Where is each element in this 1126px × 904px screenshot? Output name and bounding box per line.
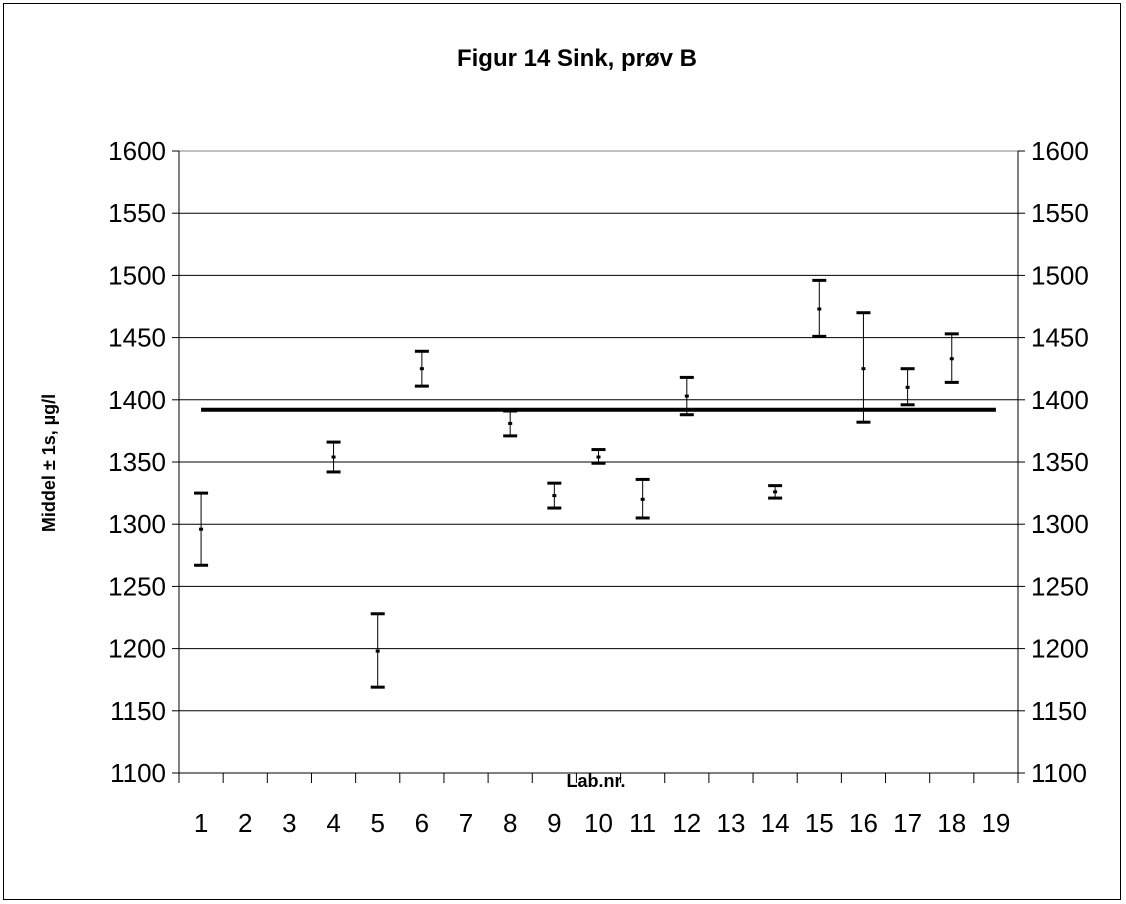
x-tick-labels: 1 2 3 4 5 6 7 8 9 10 11 12 13 14 15 16 17 18 19 — [194, 808, 1011, 838]
error-bar — [812, 278, 827, 338]
mean-marker — [949, 357, 954, 361]
y-tick-label: 1100 — [1031, 758, 1087, 788]
x-tick-label: 8 — [503, 808, 517, 838]
y-tick-label: 1400 — [1031, 385, 1089, 415]
y-tick-label: 1350 — [1031, 447, 1089, 477]
y-tick-label: 1250 — [1031, 571, 1089, 601]
error-bar — [370, 612, 385, 689]
x-tick-label: 11 — [629, 808, 656, 838]
y-tick-label: 1450 — [108, 323, 166, 353]
mean-marker — [199, 527, 204, 531]
mean-marker — [375, 649, 380, 653]
error-bars — [194, 278, 959, 689]
x-tick-label: 17 — [893, 808, 922, 838]
x-tick-label: 7 — [459, 808, 473, 838]
error-bar — [768, 484, 783, 500]
x-tick-label: 2 — [238, 808, 252, 838]
y-tick-label: 1400 — [108, 385, 166, 415]
y-tick-label: 1150 — [110, 696, 166, 726]
mean-marker — [508, 421, 513, 425]
chart-frame — [3, 3, 1121, 900]
mean-marker — [596, 455, 601, 459]
mean-marker — [905, 385, 910, 389]
mean-marker — [640, 497, 645, 501]
x-tick-label: 14 — [761, 808, 790, 838]
y-tick-label: 1100 — [110, 758, 166, 788]
mean-marker — [817, 307, 822, 311]
mean-marker — [419, 367, 424, 371]
x-tick-label: 19 — [981, 808, 1010, 838]
y-tick-label: 1500 — [108, 260, 166, 290]
mean-marker — [552, 494, 557, 498]
error-bar — [503, 409, 518, 438]
x-tick-label: 18 — [937, 808, 966, 838]
error-bar — [591, 448, 606, 465]
x-tick-label: 10 — [584, 808, 613, 838]
y-tick-label: 1250 — [108, 571, 166, 601]
error-bar — [194, 491, 209, 567]
y-tick-label: 1300 — [1031, 509, 1089, 539]
error-bar — [326, 440, 341, 474]
error-bar — [547, 481, 562, 510]
x-tick-label: 13 — [717, 808, 746, 838]
error-bar — [900, 367, 915, 407]
x-tick-label: 1 — [194, 808, 208, 838]
y-tick-label: 1200 — [1031, 634, 1089, 664]
gridlines — [179, 150, 1018, 712]
y-tick-label: 1500 — [1031, 260, 1089, 290]
x-tick-label: 4 — [326, 808, 340, 838]
mean-marker — [684, 394, 689, 398]
error-bar — [944, 332, 959, 384]
x-tick-label: 3 — [282, 808, 296, 838]
y-tick-label: 1200 — [108, 634, 166, 664]
y-tick-label: 1350 — [108, 447, 166, 477]
x-tick-label: 6 — [415, 808, 429, 838]
y-tick-label: 1600 — [108, 136, 166, 166]
chart-title: Figur 14 Sink, prøv B — [457, 45, 697, 72]
x-tick-label: 15 — [805, 808, 834, 838]
x-tick-label: 16 — [849, 808, 878, 838]
y-tick-label: 1150 — [1031, 696, 1087, 726]
axes — [172, 150, 1025, 783]
mean-marker — [861, 367, 866, 371]
y-tick-label: 1300 — [108, 509, 166, 539]
mean-marker — [773, 490, 778, 494]
y-tick-label: 1600 — [1031, 136, 1089, 166]
error-bar — [635, 477, 650, 520]
x-tick-label: 9 — [547, 808, 561, 838]
y-tick-label: 1450 — [1031, 323, 1089, 353]
y-tick-label: 1550 — [108, 198, 166, 228]
y-tick-labels-right: 1100 1150 1200 1250 1300 1350 1400 1450 1500 1550… — [1031, 136, 1089, 788]
error-bar — [679, 375, 694, 417]
mean-marker — [331, 455, 336, 459]
y-tick-label: 1550 — [1031, 198, 1089, 228]
error-bar — [856, 311, 871, 424]
y-tick-labels-left: 1100 1150 1200 1250 1300 1350 1400 1450 1500 1550… — [108, 136, 166, 788]
x-tick-label: 5 — [370, 808, 384, 838]
y-axis-label: Middel ± 1s, µg/l — [39, 394, 59, 532]
error-bar — [414, 349, 429, 388]
x-axis-label: Lab.nr. — [566, 771, 625, 791]
x-tick-label: 12 — [672, 808, 701, 838]
